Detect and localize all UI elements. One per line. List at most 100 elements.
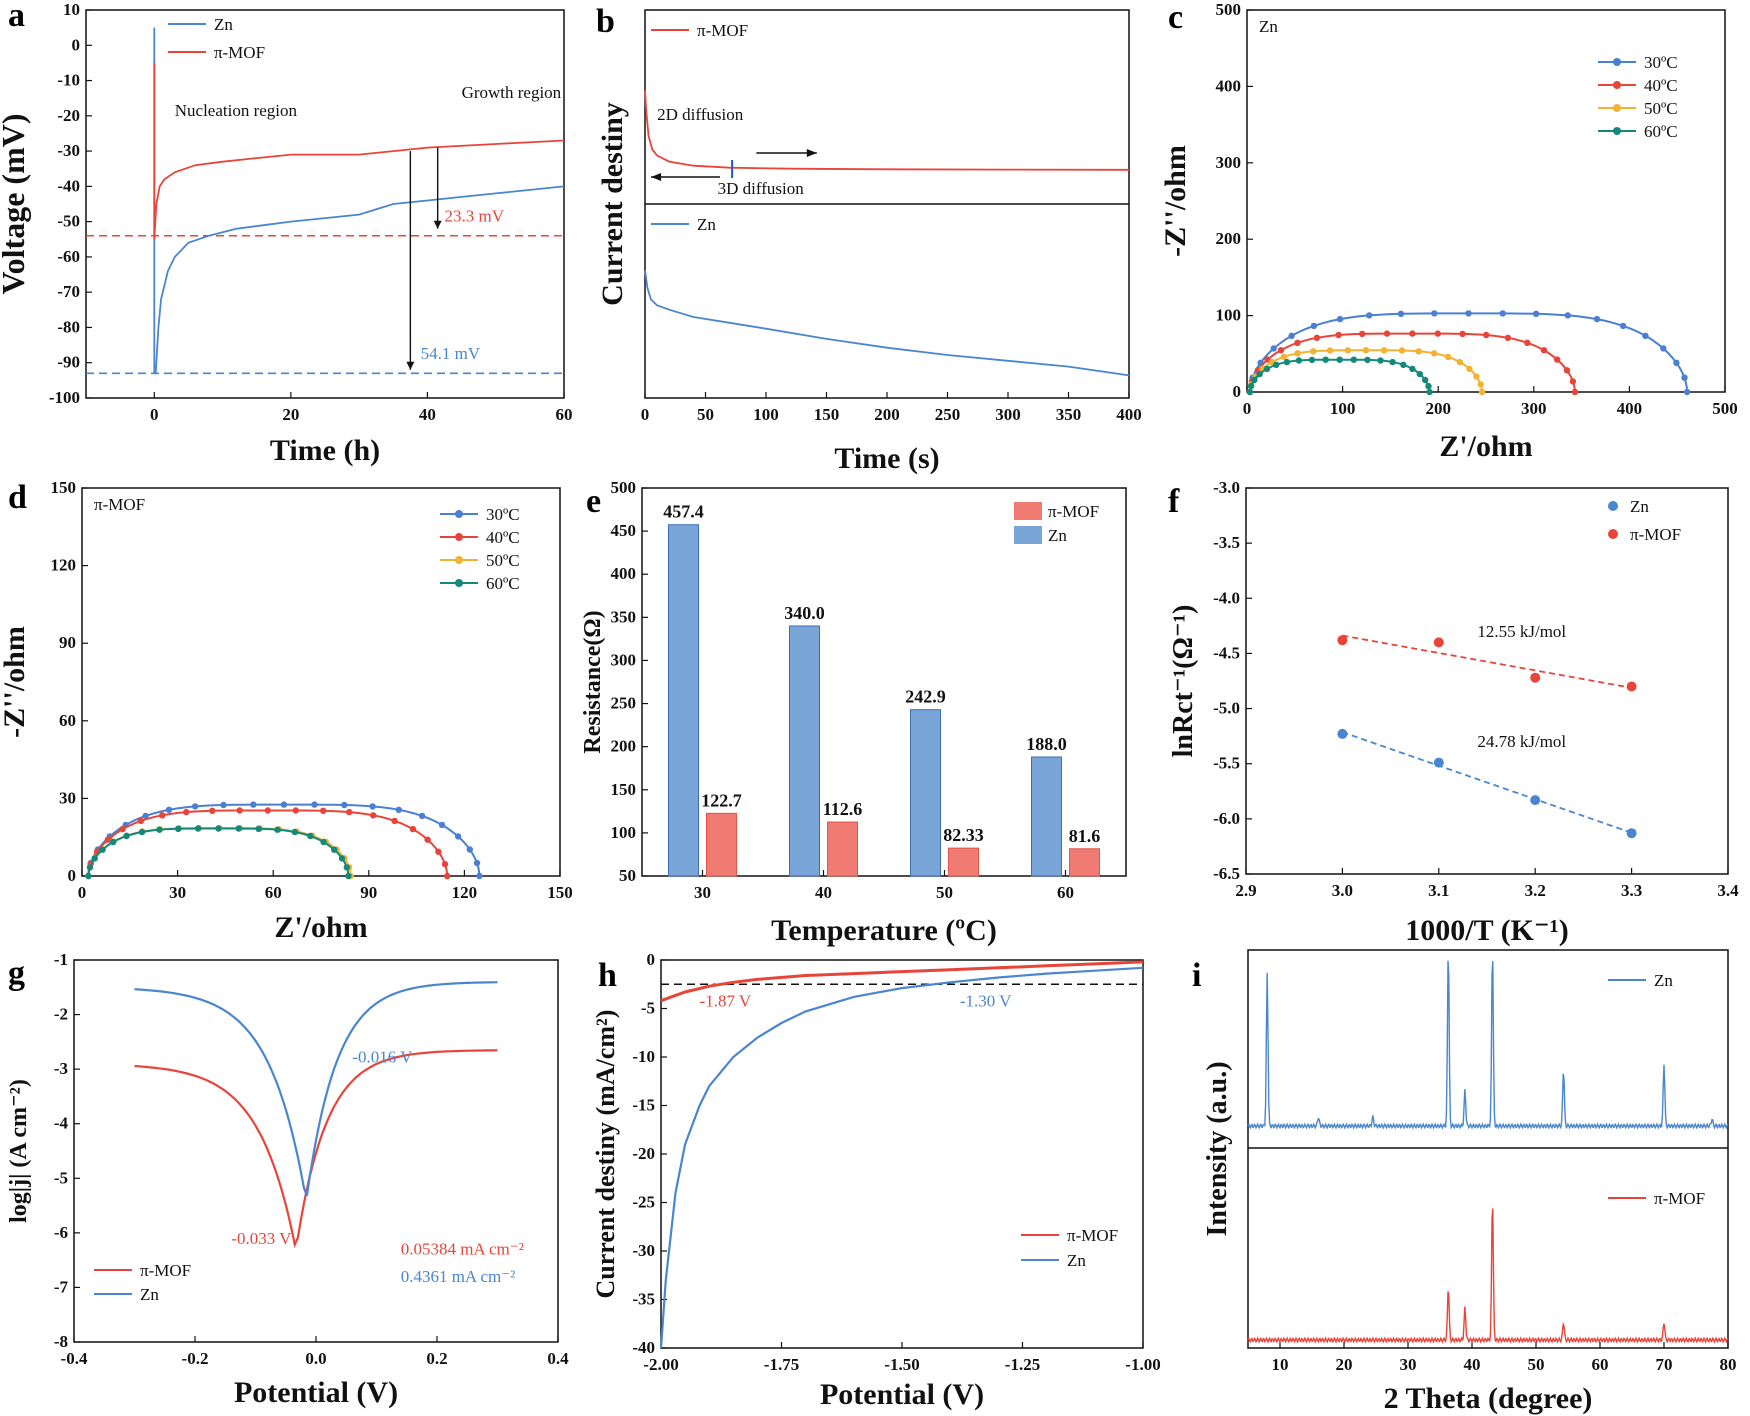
panel-f: 2.9 3.0 3.1 3.2 3.3 3.4 -3.0 -3.5 -4.0 -4.5 -5.0 -5…: [1168, 478, 1739, 947]
data-point: [215, 825, 222, 832]
legend-marker: [1613, 81, 1621, 89]
legend-label: Zn: [1630, 497, 1649, 516]
y-tick-label: 100: [1216, 306, 1242, 325]
y-tick-label: -5: [641, 999, 655, 1018]
y-tick-label: 450: [611, 521, 637, 540]
data-point: [1256, 370, 1263, 378]
legend-label: Zn: [1067, 1251, 1086, 1270]
x-tick-label: 0.0: [305, 1349, 326, 1368]
legend-label: Zn: [140, 1285, 159, 1304]
series-mof-line: [134, 1049, 498, 1249]
panel-letter: g: [8, 955, 25, 992]
panel-letter: h: [598, 957, 617, 994]
data-point: [1377, 357, 1384, 364]
legend-label: 50ºC: [1644, 99, 1678, 118]
zn-overpotential-value: 54.1 mV: [421, 344, 481, 363]
x-tick-label: -1.00: [1125, 1355, 1160, 1374]
data-point: [473, 859, 481, 867]
data-point: [438, 821, 446, 829]
data-point: [424, 836, 431, 843]
data-point: [1294, 350, 1301, 357]
y-tick-label: 250: [611, 694, 637, 713]
x-tick-label: 0: [1243, 399, 1252, 418]
data-point: [1619, 322, 1627, 330]
y-tick-label: 150: [611, 780, 637, 799]
x-tick-label: 0.4: [547, 1349, 569, 1368]
y-tick-label: -15: [632, 1096, 655, 1115]
data-point: [1288, 332, 1295, 339]
data-point: [370, 812, 377, 819]
x-tick-label: 250: [935, 405, 961, 424]
data-point: [1322, 356, 1329, 363]
y-tick-label: 300: [611, 650, 637, 669]
x-tick-label: 3.3: [1621, 881, 1642, 900]
y-tick-label: 500: [611, 478, 637, 497]
data-point: [1366, 312, 1373, 319]
y-axis-label: Current destiny (mA/cm²): [591, 1010, 620, 1299]
data-point: [1295, 357, 1303, 364]
arrow-head: [806, 149, 817, 157]
data-point: [418, 812, 426, 820]
data-point: [255, 825, 262, 832]
data-point: [209, 807, 216, 814]
panel-c: 0 100 200 300 400 500 0 100 200 300 400 500 30ºC 40ºC…: [1159, 0, 1738, 463]
data-point: [466, 846, 473, 853]
data-point: [159, 812, 166, 819]
activation-energy-label: 24.78 kJ/mol: [1477, 732, 1566, 751]
series-mof-line: [644, 90, 1130, 171]
x-tick-label: 40: [1464, 1355, 1481, 1374]
legend-marker: [1613, 58, 1621, 66]
data-point: [1444, 353, 1452, 361]
panel-letter: a: [8, 0, 25, 34]
y-tick-label: 0: [647, 950, 656, 969]
data-point: [1409, 365, 1416, 373]
plot-frame: [641, 487, 1127, 877]
data-point: [1540, 347, 1548, 354]
panel-b: 0 50 100 150 200 250 300 350 400 2D diffusion 3D d…: [596, 3, 1142, 475]
legend-swatch: [1014, 502, 1042, 520]
x-tick-label: 350: [1056, 405, 1082, 424]
legend-marker: [1613, 104, 1621, 112]
y-tick-label: 200: [1216, 229, 1242, 248]
legend-marker: [455, 556, 463, 564]
data-point: [1504, 334, 1512, 341]
data-point: [156, 826, 163, 833]
data-point: [1389, 358, 1396, 366]
x-axis-label: Temperature (ºC): [771, 914, 997, 947]
data-point: [1270, 345, 1277, 352]
y-tick-label: -90: [57, 353, 80, 372]
y-tick-label: -6.0: [1213, 809, 1240, 828]
y-tick-label: 300: [1216, 153, 1242, 172]
legend-marker: [455, 579, 463, 587]
x-tick-label: 0.2: [426, 1349, 447, 1368]
data-point: [137, 817, 145, 825]
series-mof-line: [153, 62, 565, 240]
y-tick-label: -5: [54, 1168, 68, 1187]
data-point: [1683, 388, 1691, 396]
legend-label: 40ºC: [486, 528, 520, 547]
series-mof-line: [660, 960, 1144, 1003]
y-axis-label: Resistance(Ω): [580, 610, 606, 753]
data-point: [85, 872, 92, 880]
series-zn-line: [153, 27, 565, 375]
plot-frame: [81, 487, 561, 877]
data-point: [369, 803, 376, 810]
y-tick-label: 0: [1233, 382, 1242, 401]
x-tick-label: 400: [1116, 405, 1142, 424]
data-point: [142, 812, 149, 820]
bar-label: 340.0: [784, 603, 825, 623]
series-zn-line: [659, 966, 1144, 1349]
data-point: [220, 801, 227, 809]
x-tick-label: 150: [547, 883, 573, 902]
data-point: [338, 855, 346, 862]
x-tick-label: 60: [1057, 883, 1074, 902]
data-point: [1336, 315, 1344, 323]
bar-label: 457.4: [663, 502, 704, 522]
data-point: [86, 864, 94, 871]
bar-mof: [948, 847, 979, 877]
chart-title: Zn: [1259, 17, 1278, 36]
data-point: [1483, 331, 1490, 339]
legend-marker: [455, 533, 463, 541]
data-point: [1473, 373, 1480, 380]
data-point: [1294, 339, 1301, 346]
